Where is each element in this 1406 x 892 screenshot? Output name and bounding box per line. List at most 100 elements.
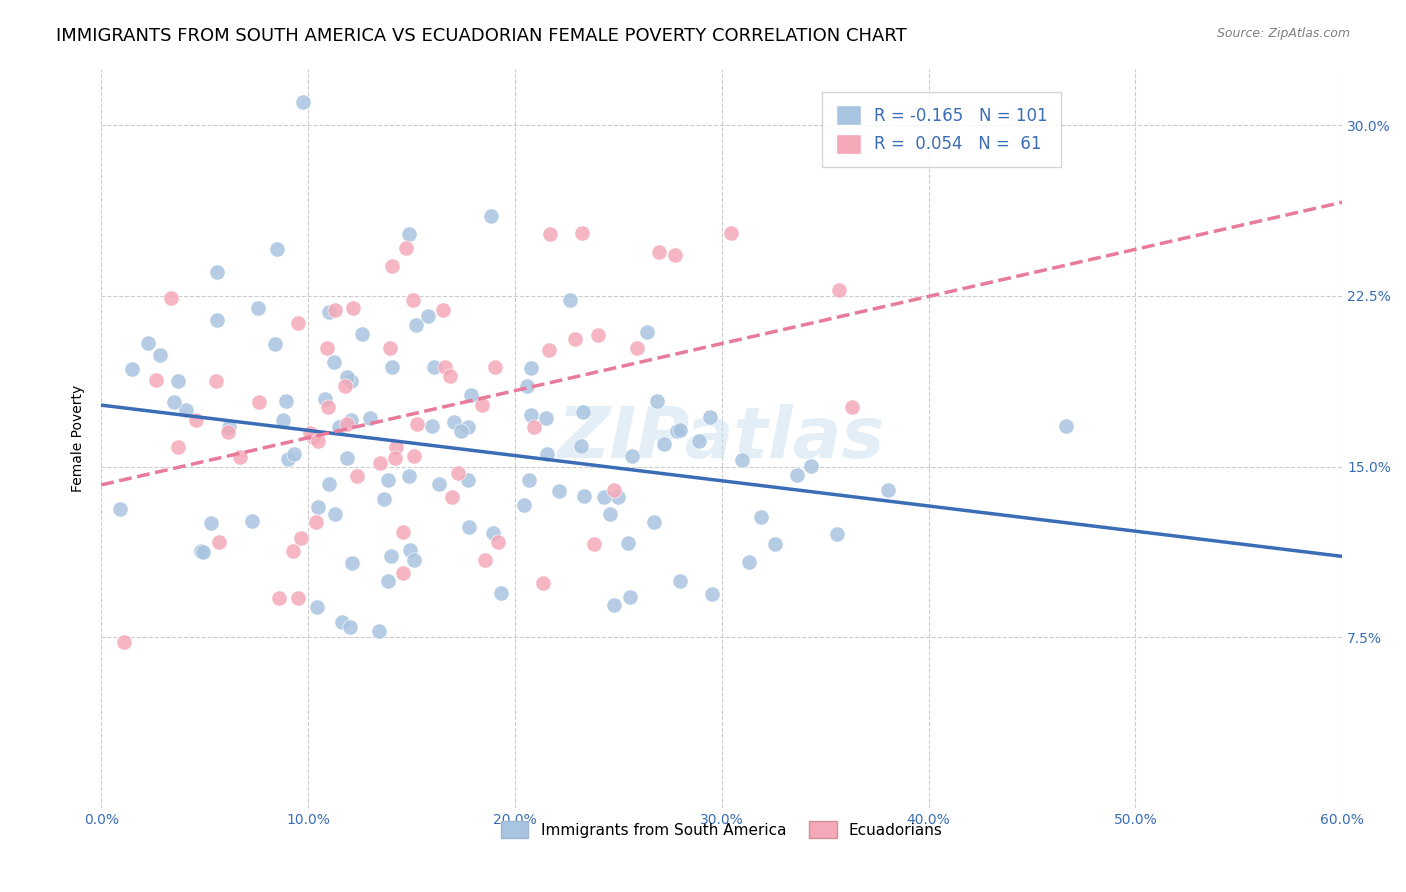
Point <box>323 507 346 521</box>
Point <box>763 537 786 551</box>
Point <box>876 483 898 497</box>
Point <box>700 587 723 601</box>
Point <box>450 425 472 439</box>
Point <box>481 525 503 540</box>
Point <box>645 394 668 409</box>
Point <box>378 341 401 355</box>
Point <box>404 450 426 464</box>
Point <box>204 374 226 388</box>
Point <box>328 420 350 434</box>
Point <box>205 313 228 327</box>
Point <box>305 516 328 530</box>
Point <box>385 440 408 454</box>
Point <box>558 293 581 307</box>
Text: IMMIGRANTS FROM SOUTH AMERICA VS ECUADORIAN FEMALE POVERTY CORRELATION CHART: IMMIGRANTS FROM SOUTH AMERICA VS ECUADOR… <box>56 27 907 45</box>
Point <box>384 450 406 465</box>
Point <box>599 507 621 521</box>
Point <box>315 341 337 355</box>
Point <box>537 343 560 358</box>
Text: ZIPatlas: ZIPatlas <box>558 404 886 473</box>
Point <box>666 424 689 438</box>
Point <box>391 566 413 580</box>
Point <box>688 434 710 448</box>
Point <box>205 265 228 279</box>
Point <box>299 425 322 440</box>
Point <box>330 615 353 630</box>
Point <box>316 400 339 414</box>
Point <box>381 359 404 374</box>
Point <box>398 469 420 483</box>
Point <box>603 483 626 497</box>
Point <box>112 635 135 649</box>
Point <box>571 405 593 419</box>
Point <box>825 527 848 541</box>
Point <box>491 585 513 599</box>
Point <box>434 360 457 375</box>
Point <box>479 210 502 224</box>
Point <box>367 624 389 639</box>
Point <box>571 226 593 240</box>
Point <box>291 95 314 109</box>
Y-axis label: Female Poverty: Female Poverty <box>72 384 86 491</box>
Point <box>538 227 561 241</box>
Point <box>339 620 361 634</box>
Point <box>620 450 643 464</box>
Point <box>607 490 630 504</box>
Point <box>519 473 541 487</box>
Point <box>323 355 346 369</box>
Point <box>336 369 359 384</box>
Point <box>392 524 415 539</box>
Point <box>200 516 222 531</box>
Point <box>720 226 742 240</box>
Point <box>519 408 541 422</box>
Point <box>193 544 215 558</box>
Point <box>318 477 340 491</box>
Point <box>218 420 240 434</box>
Point <box>340 374 363 388</box>
Point <box>302 430 325 444</box>
Point <box>841 400 863 414</box>
Point <box>586 328 609 343</box>
Point <box>368 457 391 471</box>
Point <box>406 417 429 432</box>
Point <box>276 393 298 408</box>
Point <box>273 413 295 427</box>
Point <box>420 419 443 434</box>
Point <box>457 420 479 434</box>
Point <box>167 374 190 388</box>
Point <box>484 360 506 375</box>
Point <box>307 600 329 615</box>
Point <box>108 502 131 516</box>
Point <box>346 469 368 483</box>
Point <box>534 411 557 425</box>
Point <box>287 591 309 605</box>
Point <box>373 491 395 506</box>
Point <box>398 543 420 558</box>
Point <box>460 388 482 402</box>
Point <box>377 574 399 589</box>
Point <box>136 335 159 350</box>
Point <box>617 536 640 550</box>
Point <box>593 490 616 504</box>
Point <box>520 361 543 376</box>
Point <box>307 434 329 449</box>
Point <box>737 555 759 569</box>
Point <box>276 452 298 467</box>
Point <box>336 417 359 431</box>
Point <box>432 303 454 318</box>
Point <box>377 474 399 488</box>
Point <box>486 535 509 549</box>
Point <box>240 514 263 528</box>
Point <box>654 437 676 451</box>
Point <box>402 293 425 307</box>
Point <box>699 409 721 424</box>
Point <box>217 425 239 439</box>
Text: Source: ZipAtlas.com: Source: ZipAtlas.com <box>1216 27 1350 40</box>
Point <box>174 403 197 417</box>
Point <box>439 369 461 384</box>
Point <box>564 332 586 346</box>
Point <box>800 458 823 473</box>
Point <box>281 544 304 558</box>
Point <box>229 450 252 464</box>
Point <box>380 549 402 564</box>
